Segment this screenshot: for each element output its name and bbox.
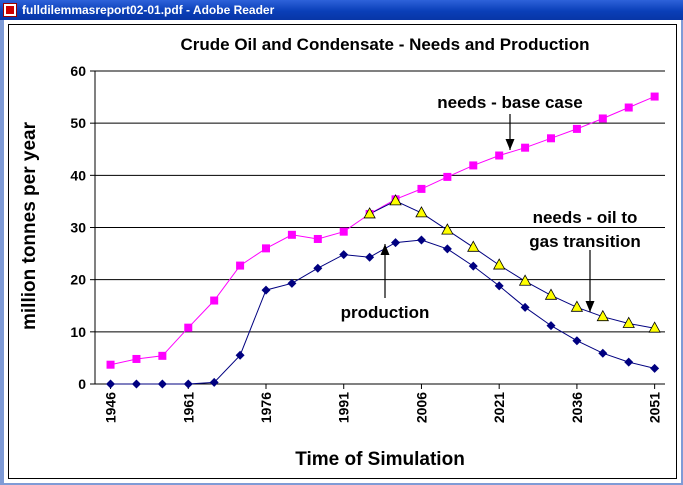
square-marker [158,351,167,360]
square-marker [624,103,633,112]
triangle-marker [467,240,480,252]
square-marker [313,234,322,243]
annotation-arrowhead [505,139,515,150]
diamond-marker [287,278,297,288]
x-tick-label: 2036 [569,392,585,423]
square-marker [443,172,452,181]
square-marker [184,323,193,332]
diamond-marker [520,302,530,312]
square-marker [547,134,555,143]
square-marker [106,360,115,369]
square-marker [287,230,296,239]
diamond-marker [416,235,426,245]
title-bar[interactable]: fulldilemmasreport02-01.pdf - Adobe Read… [0,0,683,20]
y-axis-label: million tonnes per year [19,121,40,330]
diamond-marker [572,336,582,346]
square-marker [236,261,245,270]
square-marker [262,244,270,253]
x-axis-label: Time of Simulation [295,449,465,470]
x-tick-label: 2051 [647,392,663,423]
diamond-marker [650,363,660,373]
x-tick-label: 1991 [336,392,352,423]
triangle-marker [415,206,428,218]
annotation-label: needs - oil to [533,208,638,227]
triangle-marker [570,300,584,312]
diamond-marker [442,244,452,254]
square-marker [572,124,581,133]
square-marker [598,114,607,123]
diamond-marker [624,357,634,367]
x-tick-label: 1976 [258,392,274,423]
diamond-marker [261,285,271,295]
square-marker [132,354,141,363]
square-marker [521,143,530,152]
y-tick-label: 0 [78,376,86,392]
annotation-label: gas transition [529,232,640,251]
diamond-marker [157,379,167,389]
chart-title: Crude Oil and Condensate - Needs and Pro… [181,35,590,54]
y-tick-label: 20 [70,272,86,288]
square-marker [210,296,219,305]
y-tick-label: 10 [70,324,86,340]
diamond-marker [468,261,478,271]
y-tick-label: 60 [70,63,86,79]
pdf-icon [3,3,17,17]
annotation-arrowhead [585,301,595,312]
triangle-marker [596,309,609,322]
square-marker [650,92,659,101]
series-line [110,239,655,385]
square-marker [339,227,348,236]
diamond-marker [235,350,245,360]
square-marker [417,184,426,193]
window-frame-right [681,20,683,485]
diamond-marker [106,379,116,389]
triangle-marker [389,194,402,206]
diamond-marker [546,321,556,331]
y-tick-label: 50 [70,115,86,131]
diamond-marker [598,348,608,358]
window-frame-bottom [0,483,683,485]
x-tick-label: 1961 [180,392,196,423]
y-tick-label: 30 [70,220,86,236]
diamond-marker [183,379,193,389]
window-frame-left [0,20,4,485]
diamond-marker [391,238,401,248]
triangle-marker [518,274,532,286]
x-tick-label: 1946 [103,392,119,423]
diamond-marker [131,379,141,389]
triangle-marker [363,207,376,219]
x-tick-label: 2021 [491,392,507,423]
diamond-marker [313,263,323,273]
triangle-marker [441,223,454,235]
triangle-marker [544,288,558,300]
triangle-marker [493,258,506,270]
diamond-marker [339,250,349,260]
y-tick-label: 40 [70,167,86,183]
annotation-arrowhead [380,244,390,255]
annotation-label: production [341,303,430,322]
series-line [110,96,655,366]
window-title: fulldilemmasreport02-01.pdf - Adobe Read… [22,3,275,17]
diamond-marker [365,252,375,262]
diamond-marker [209,377,219,387]
square-marker [495,151,504,160]
triangle-marker [648,321,661,333]
x-tick-label: 2006 [413,392,429,423]
annotation-label: needs - base case [437,93,583,112]
diamond-marker [494,281,504,291]
triangle-marker [622,316,635,328]
square-marker [469,161,478,170]
